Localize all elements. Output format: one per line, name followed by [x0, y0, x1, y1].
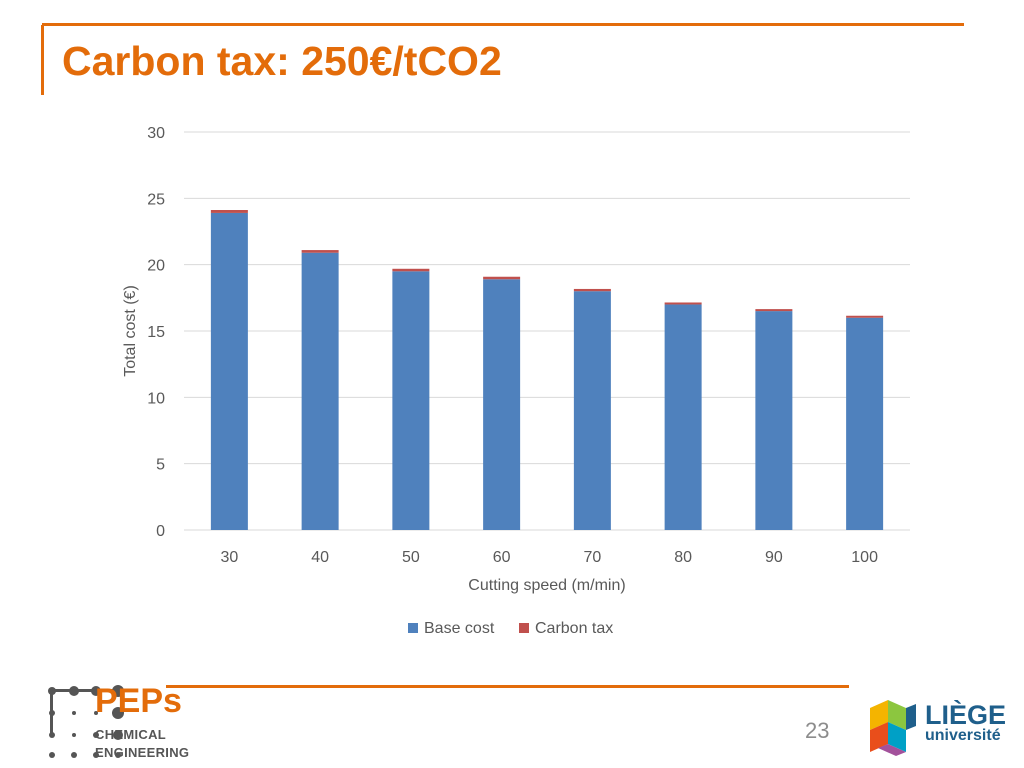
- bar-carbon-tax: [755, 309, 793, 312]
- bar-base-cost: [664, 304, 702, 530]
- bar-base-cost: [573, 291, 611, 530]
- bar-carbon-tax: [483, 276, 521, 280]
- slide-title: Carbon tax: 250€/tCO2: [62, 38, 502, 84]
- title-top-rule: [42, 23, 964, 26]
- university-subtitle: université: [925, 727, 1001, 744]
- bar-base-cost: [301, 252, 339, 530]
- y-tick-label: 0: [156, 523, 165, 540]
- peps-dots-icon: [48, 685, 124, 758]
- y-tick-label: 15: [147, 324, 165, 341]
- footer-rule: [166, 685, 849, 688]
- x-tick-label: 30: [220, 549, 238, 566]
- peps-logo-line1: CHEMICAL: [95, 727, 167, 742]
- y-tick-label: 20: [147, 258, 165, 275]
- y-axis-title: Total cost (€): [122, 285, 139, 377]
- legend-swatch: [519, 623, 529, 633]
- peps-logo-name: PEPs: [95, 682, 182, 720]
- x-tick-label: 60: [493, 549, 511, 566]
- x-tick-label: 40: [311, 549, 329, 566]
- page-number: 23: [805, 718, 830, 743]
- liege-cube-icon: [870, 700, 916, 756]
- legend-label: Carbon tax: [535, 620, 613, 637]
- y-tick-label: 10: [147, 390, 165, 407]
- bar-base-cost: [392, 271, 430, 530]
- peps-logo-line2: ENGINEERING: [95, 745, 190, 760]
- legend-swatch: [408, 623, 418, 633]
- legend-label: Base cost: [424, 620, 495, 637]
- x-tick-label: 80: [674, 549, 692, 566]
- bar-carbon-tax: [392, 268, 430, 272]
- bar-carbon-tax: [301, 250, 339, 253]
- x-tick-label: 100: [851, 549, 878, 566]
- y-tick-label: 30: [147, 125, 165, 142]
- y-tick-label: 5: [156, 457, 165, 474]
- university-name: LIÈGE: [925, 700, 1007, 730]
- bar-carbon-tax: [573, 288, 611, 292]
- bar-base-cost: [210, 212, 248, 530]
- bar-carbon-tax: [210, 210, 248, 213]
- bar-carbon-tax: [664, 302, 702, 305]
- bar-carbon-tax: [846, 315, 884, 318]
- x-axis-title: Cutting speed (m/min): [468, 577, 625, 594]
- stacked-bar-chart: 0 5 10 15 20 25 30 30 40 50 60 70 80 90 100 Cutting spe…: [122, 125, 910, 637]
- bar-base-cost: [846, 317, 884, 530]
- x-tick-label: 70: [583, 549, 601, 566]
- bar-base-cost: [483, 279, 521, 530]
- y-tick-label: 25: [147, 191, 165, 208]
- x-tick-label: 50: [402, 549, 420, 566]
- title-left-rule: [41, 25, 44, 95]
- x-tick-label: 90: [765, 549, 783, 566]
- bar-base-cost: [755, 311, 793, 530]
